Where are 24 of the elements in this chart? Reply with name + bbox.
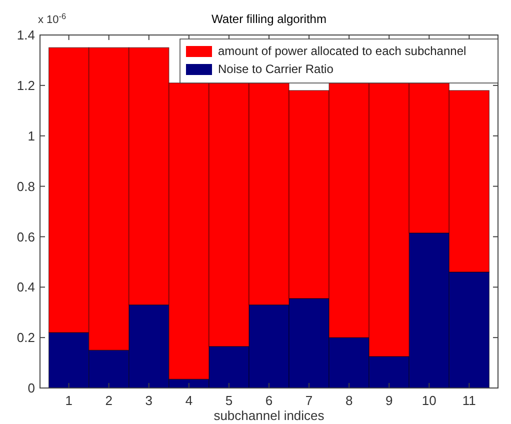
x-tick-label: 9 xyxy=(385,393,393,408)
x-tick-label: 1 xyxy=(65,393,72,408)
x-tick-label: 5 xyxy=(225,393,233,408)
x-tick-label: 11 xyxy=(462,393,476,408)
x-tick-label: 7 xyxy=(305,393,313,408)
x-tick-label: 3 xyxy=(145,393,153,408)
y-tick-label: 1 xyxy=(28,128,35,144)
y-tick-label: 0 xyxy=(28,380,35,396)
y-tick-label: 0.6 xyxy=(16,229,35,244)
legend-label: Noise to Carrier Ratio xyxy=(218,62,334,76)
chart-title: Water filling algorithm xyxy=(212,12,326,26)
y-tick-label: 1.4 xyxy=(16,28,35,43)
text: x 10$^{-6}$ xyxy=(38,12,67,26)
y-tick-label: 0.8 xyxy=(16,178,35,194)
x-tick-label: 10 xyxy=(422,393,436,408)
x-axis-title: subchannel indices xyxy=(214,408,325,423)
x-tick-label: 8 xyxy=(345,393,353,408)
y-tick-label: 0.4 xyxy=(16,280,35,295)
y-tick-label: 1.2 xyxy=(16,78,35,93)
y-tick-label: 0.2 xyxy=(16,330,35,346)
x-tick-label: 6 xyxy=(265,393,273,408)
x-tick-label: 4 xyxy=(185,393,193,408)
x-tick-label: 2 xyxy=(105,393,112,408)
legend: amount of power allocated to each subchannel Noise to Carrier Ratio xyxy=(180,38,498,84)
